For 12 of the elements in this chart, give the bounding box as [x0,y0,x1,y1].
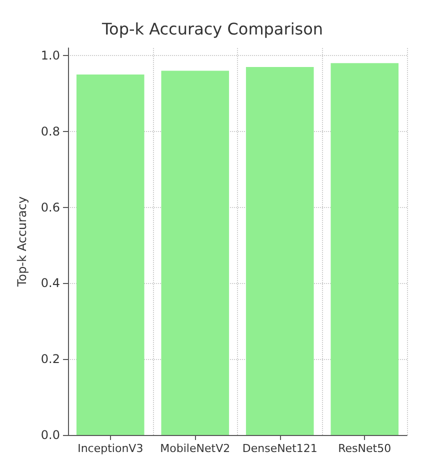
y-tick-label: 0.4 [40,276,60,290]
x-tick-label: DenseNet121 [242,442,318,455]
y-axis-title: Top-k Accuracy [15,196,29,288]
x-tick-label: ResNet50 [338,442,392,455]
chart-title: Top-k Accuracy Comparison [100,20,324,38]
y-tick-label: 0.8 [40,124,60,138]
y-tick-label: 0.0 [40,428,60,442]
x-tick-label: MobileNetV2 [160,442,230,455]
y-tick-label: 1.0 [40,48,60,63]
y-tick-label: 0.2 [40,352,60,366]
x-tick-label: InceptionV3 [78,442,144,455]
y-tick-label: 0.6 [40,200,60,214]
